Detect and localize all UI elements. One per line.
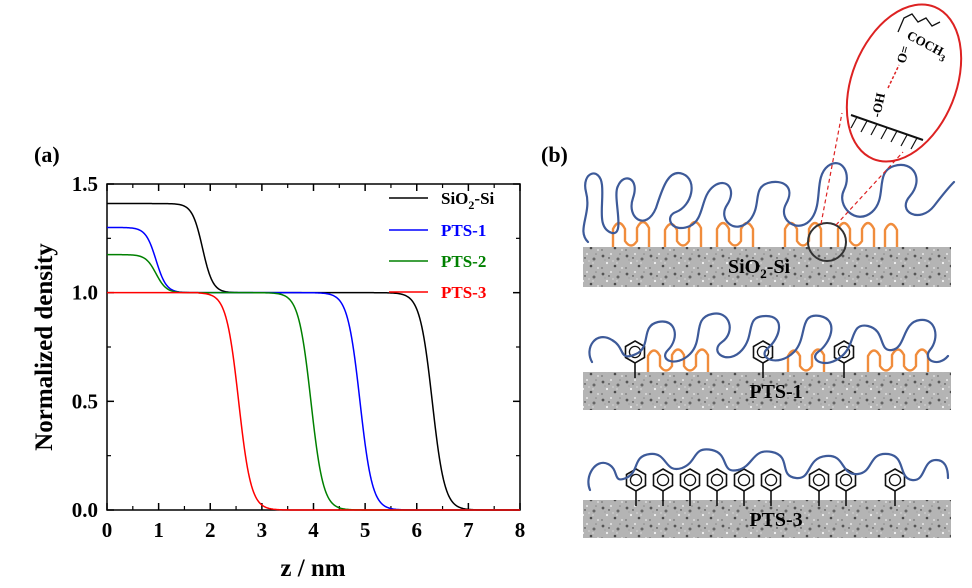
polymer-chains [587,448,950,492]
y-axis-title: Normalized density [31,243,58,451]
x-tick-label: 2 [205,518,216,542]
legend-item-sio2-si: SiO2-Si [389,189,495,212]
legend-label-pts-3: PTS-3 [441,283,486,302]
y-tick-label: 1.5 [72,172,98,196]
y-tick-label: 0.0 [72,498,98,522]
substrate-label-pts-1: PTS-1 [749,381,802,403]
series-line-sio2-si [107,202,520,511]
x-tick-label: 1 [153,518,164,542]
series-lines [107,202,520,511]
x-tick-label: 5 [360,518,371,542]
legend-label-pts-1: PTS-1 [441,221,486,240]
zoom-circle [807,222,847,262]
substrate-pts-1: PTS-1 [583,312,951,410]
inset-surface-hatching [850,116,918,150]
series-line-pts-3 [107,291,520,511]
zoom-inset: -OH O= COCH3 [845,3,963,163]
alkyl-brush-chains [611,220,899,247]
schematic: SiO2-Si -OH O= COCH3 PTS-1 [582,3,963,538]
zoom-guide-line-right [835,151,904,226]
chart: 0 1 2 3 4 5 6 7 8 0.0 0.5 1.0 1.5 SiO2-Si PTS-1 PTS-… [31,172,525,582]
substrate-block [583,500,951,538]
legend-item-pts-2: PTS-2 [389,252,486,271]
x-tick-label: 3 [257,518,268,542]
substrate-label-sio2-si: SiO2-Si [728,256,791,281]
substrate-label-pts-3: PTS-3 [749,509,802,531]
tick-marks [106,183,521,511]
inset-surface [850,114,924,141]
legend-item-pts-1: PTS-1 [389,221,486,240]
inset-ellipse [845,3,963,163]
x-tick-label: 7 [463,518,474,542]
polymer-chains [582,162,956,244]
tick-labels: 0 1 2 3 4 5 6 7 8 0.0 0.5 1.0 1.5 [72,172,526,542]
panel-b-label: (b) [541,142,568,167]
inset-hydroxyl-label: -OH [868,91,888,118]
x-tick-label: 8 [515,518,526,542]
y-tick-label: 1.0 [72,281,98,305]
legend-label-pts-2: PTS-2 [441,252,486,271]
inset-carbonyl-label: O= [893,44,912,65]
substrate-block [583,372,951,410]
alkyl-brush-chains [646,348,930,372]
y-tick-label: 0.5 [72,389,98,413]
x-tick-label: 0 [102,518,113,542]
x-tick-label: 4 [308,518,319,542]
inset-hydrogen-bond [887,64,900,89]
substrate-pts-3: PTS-3 [583,448,951,538]
zoom-guide-line-left [820,112,843,225]
substrate-block [583,247,951,287]
legend-item-pts-3: PTS-3 [389,283,486,302]
x-tick-label: 6 [412,518,423,542]
inset-acetate-label: COCH3 [903,27,951,64]
inset-polymer-backbone [897,13,941,33]
legend: SiO2-Si PTS-1 PTS-2 PTS-3 [389,189,495,302]
legend-label-sio2-si: SiO2-Si [441,189,495,212]
substrate-sio2-si: SiO2-Si [582,112,956,287]
polymer-chains [588,312,950,365]
panel-a-label: (a) [34,142,60,167]
x-axis-title: z / nm [280,555,345,582]
